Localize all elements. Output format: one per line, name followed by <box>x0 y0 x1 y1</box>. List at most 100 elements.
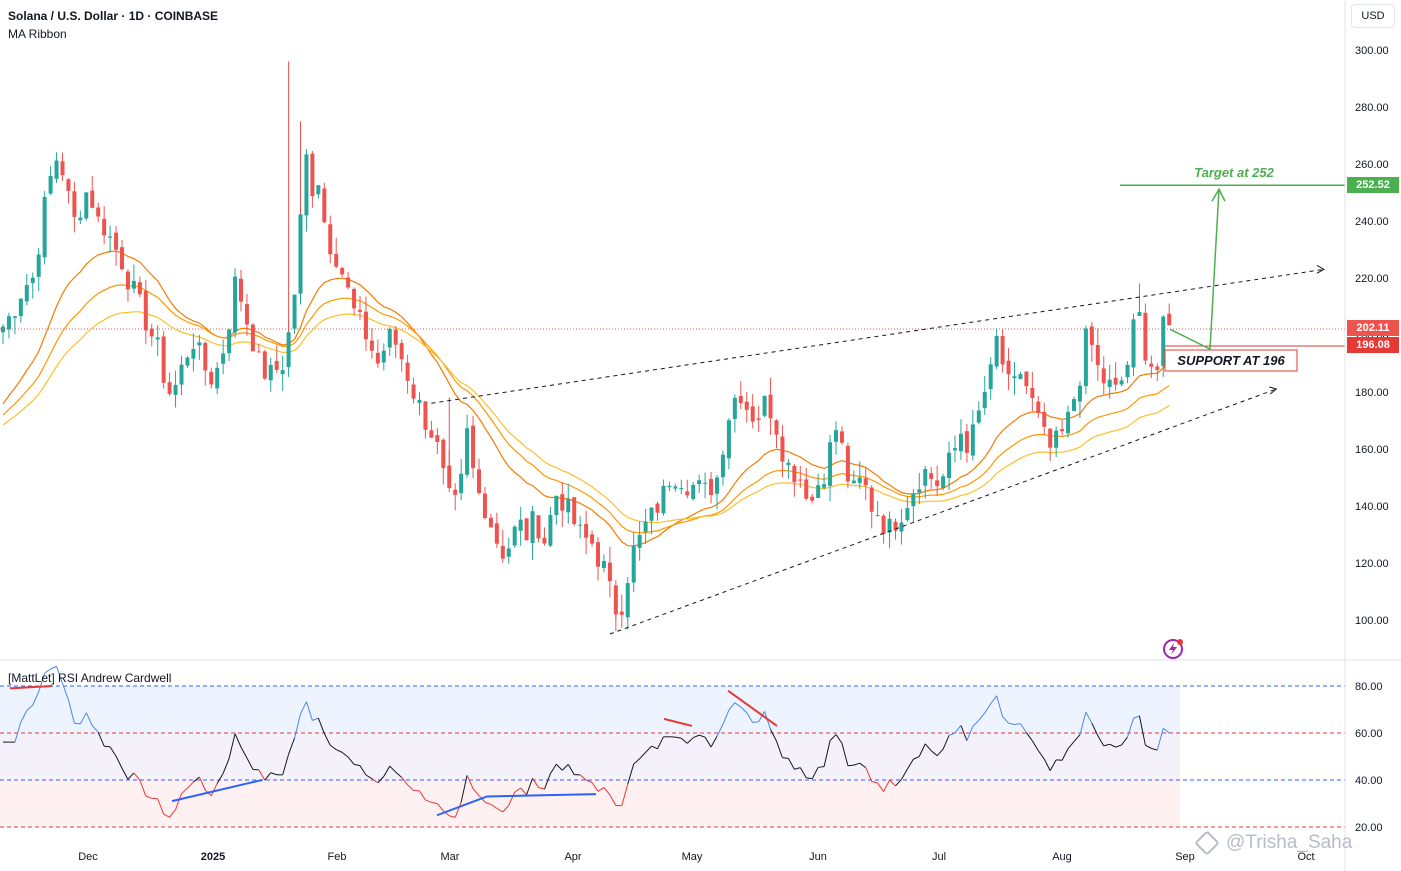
rsi-segment <box>686 737 694 744</box>
rsi-segment <box>169 809 176 818</box>
rsi-segment <box>627 763 635 785</box>
chart-drawings <box>431 184 1345 635</box>
support-annotation: SUPPORT AT 196 <box>1177 353 1285 368</box>
rsi-segment <box>657 736 664 750</box>
candle-body <box>435 435 440 442</box>
rsi-segment <box>675 736 682 739</box>
rsi-segment <box>740 706 748 714</box>
candle-body <box>506 548 511 557</box>
rsi-segment <box>383 765 391 777</box>
rsi-segment <box>312 717 319 721</box>
rsi-segment <box>407 784 414 791</box>
candle-body <box>964 431 969 453</box>
candle-body <box>334 253 339 267</box>
candle-body <box>768 394 773 419</box>
candle-body <box>1000 336 1005 365</box>
rsi-segment <box>1121 736 1128 746</box>
rsi-segment <box>549 763 557 774</box>
rsi-segment <box>145 795 152 799</box>
candle-body <box>137 282 142 295</box>
candle-body <box>691 484 696 499</box>
rsi-segment <box>787 758 795 770</box>
rsi-segment <box>782 757 789 759</box>
rsi-segment <box>395 771 402 778</box>
candle-body <box>1149 363 1154 367</box>
candle-body <box>1054 430 1059 448</box>
candle-body <box>887 518 892 533</box>
symbol-title[interactable]: Solana / U.S. Dollar · 1D · COINBASE <box>8 9 219 23</box>
candle-body <box>488 517 493 528</box>
rsi-segment <box>216 773 224 784</box>
candle-body <box>417 399 422 403</box>
candle-body <box>96 207 101 217</box>
bolt-icon[interactable] <box>1160 636 1186 667</box>
candle-body <box>423 401 428 430</box>
rsi-segment <box>1162 727 1170 734</box>
ma-line <box>2 250 1170 547</box>
candle-body <box>1018 374 1023 380</box>
candle-body <box>280 370 285 375</box>
candle-body <box>780 436 785 462</box>
candle-body <box>584 524 589 538</box>
candle-body <box>542 537 547 544</box>
candle-body <box>298 214 303 294</box>
rsi-lower-zone <box>0 780 1180 827</box>
rsi-segment <box>347 756 355 765</box>
ma-ribbon <box>2 250 1170 547</box>
candle-body <box>1024 371 1029 387</box>
current-price-label: 202.11 <box>1347 320 1399 336</box>
y-tick-label: 180.00 <box>1355 387 1389 399</box>
candle-body <box>863 478 868 486</box>
rsi-segment <box>74 722 81 725</box>
rsi-segment <box>680 737 688 744</box>
y-tick-label: 280.00 <box>1355 102 1389 114</box>
candle-body <box>322 188 327 223</box>
candle-body <box>268 364 273 381</box>
rsi-segment <box>865 767 873 782</box>
candle-body <box>536 515 541 539</box>
candle-body <box>42 196 47 258</box>
candle-body <box>358 309 362 312</box>
rsi-segment <box>353 763 361 767</box>
rsi-segment <box>198 776 206 791</box>
rsi-segment <box>722 709 730 725</box>
rsi-segment <box>425 799 432 803</box>
target-price-label: 252.52 <box>1347 177 1399 193</box>
rsi-upper-zone <box>0 686 1180 733</box>
rsi-segment <box>1025 732 1033 742</box>
rsi-segment <box>97 732 105 747</box>
candle-body <box>953 448 957 451</box>
rsi-segment <box>79 712 87 725</box>
candle-body <box>250 324 255 352</box>
rsi-segment <box>288 737 296 755</box>
currency-button[interactable]: USD <box>1351 4 1395 28</box>
candle-body <box>286 332 291 368</box>
rsi-indicator-name[interactable]: [MattLet] RSI Andrew Cardwell <box>8 671 172 685</box>
rsi-tick-label: 80.00 <box>1355 681 1383 693</box>
rsi-segment <box>895 779 902 787</box>
rsi-segment <box>139 779 147 797</box>
rsi-segment <box>431 801 438 805</box>
rsi-segment <box>698 734 706 738</box>
candle-body <box>726 420 731 459</box>
x-tick-label: Aug <box>1052 851 1072 863</box>
x-tick-label: Sep <box>1175 851 1195 863</box>
indicator-name[interactable]: MA Ribbon <box>8 27 67 41</box>
rsi-segment <box>484 801 492 805</box>
rsi-segment <box>472 788 480 796</box>
rsi-segment <box>633 758 640 765</box>
rsi-segment <box>490 804 498 809</box>
candle-body <box>518 519 523 531</box>
rsi-segment <box>538 786 545 790</box>
candle-body <box>1131 319 1136 368</box>
candle-body <box>905 508 910 521</box>
candle-body <box>834 430 838 442</box>
rsi-segment <box>1145 744 1152 749</box>
rsi-segment <box>811 767 819 779</box>
x-tick-label: Mar <box>441 851 460 863</box>
candle-body <box>804 479 809 499</box>
candle-body <box>893 521 898 531</box>
candle-body <box>90 190 95 208</box>
